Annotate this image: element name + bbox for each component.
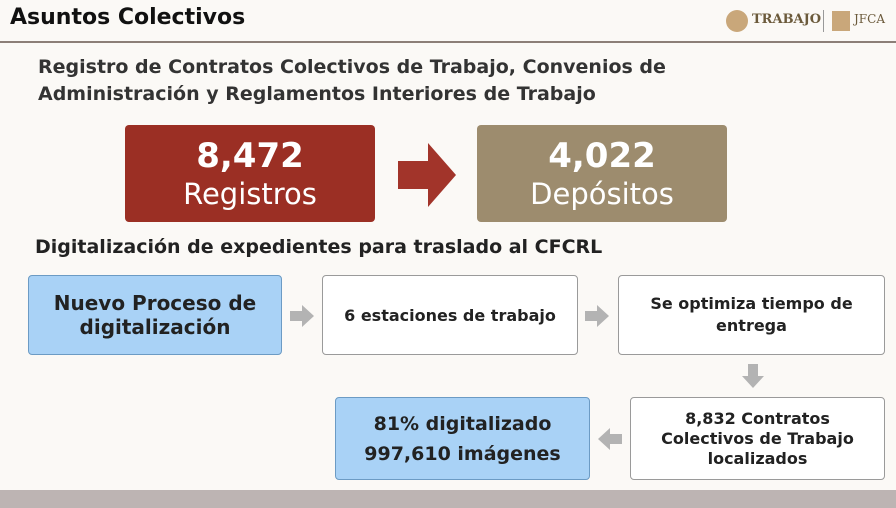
subtitle-line: Registro de Contratos Colectivos de Trab… — [38, 56, 666, 78]
stat-label: Depósitos — [530, 176, 674, 211]
stat-number: 8,472 — [196, 135, 304, 176]
arrow — [598, 428, 622, 450]
arrow — [742, 364, 764, 388]
arrow — [290, 305, 314, 327]
footer-bar — [0, 490, 896, 508]
step-text: Colectivos de Trabajo — [661, 428, 854, 448]
logo-icon — [832, 11, 850, 31]
header-title: Asuntos Colectivos — [10, 5, 246, 30]
step-text: 6 estaciones de trabajo — [344, 305, 556, 325]
step-text: Nuevo Proceso de — [53, 291, 257, 315]
logo-text: TRABAJO — [752, 12, 822, 27]
stat-box: 4,022 Depósitos — [477, 125, 727, 222]
logo-text: JFCA — [854, 12, 885, 26]
step-box: Nuevo Proceso de digitalización — [28, 275, 282, 355]
step-box: 8,832 Contratos Colectivos de Trabajo lo… — [630, 397, 885, 480]
stat-label: Registros — [183, 176, 317, 211]
subtitle-line: Administración y Reglamentos Interiores … — [38, 83, 596, 105]
logo-icon — [726, 10, 748, 32]
step-box: 6 estaciones de trabajo — [322, 275, 578, 355]
step-text: 81% digitalizado — [373, 412, 552, 435]
stat-box: 8,472 Registros — [125, 125, 375, 222]
arrow — [398, 143, 456, 207]
step-text: 8,832 Contratos — [685, 408, 830, 428]
step-text: digitalización — [79, 315, 231, 339]
section-title: Digitalización de expedientes para trasl… — [35, 236, 603, 258]
step-text: entrega — [716, 316, 787, 335]
step-text: 997,610 imágenes — [364, 442, 561, 465]
header-rule — [0, 41, 896, 43]
stat-number: 4,022 — [548, 135, 656, 176]
step-text: localizados — [707, 448, 808, 468]
subtitle: Registro de Contratos Colectivos de Trab… — [38, 54, 666, 108]
arrow — [585, 305, 609, 327]
logo-separator — [823, 10, 824, 32]
step-box: Se optimiza tiempo de entrega — [618, 275, 885, 355]
step-box: 81% digitalizado 997,610 imágenes — [335, 397, 590, 480]
step-text: Se optimiza tiempo de — [650, 294, 853, 313]
